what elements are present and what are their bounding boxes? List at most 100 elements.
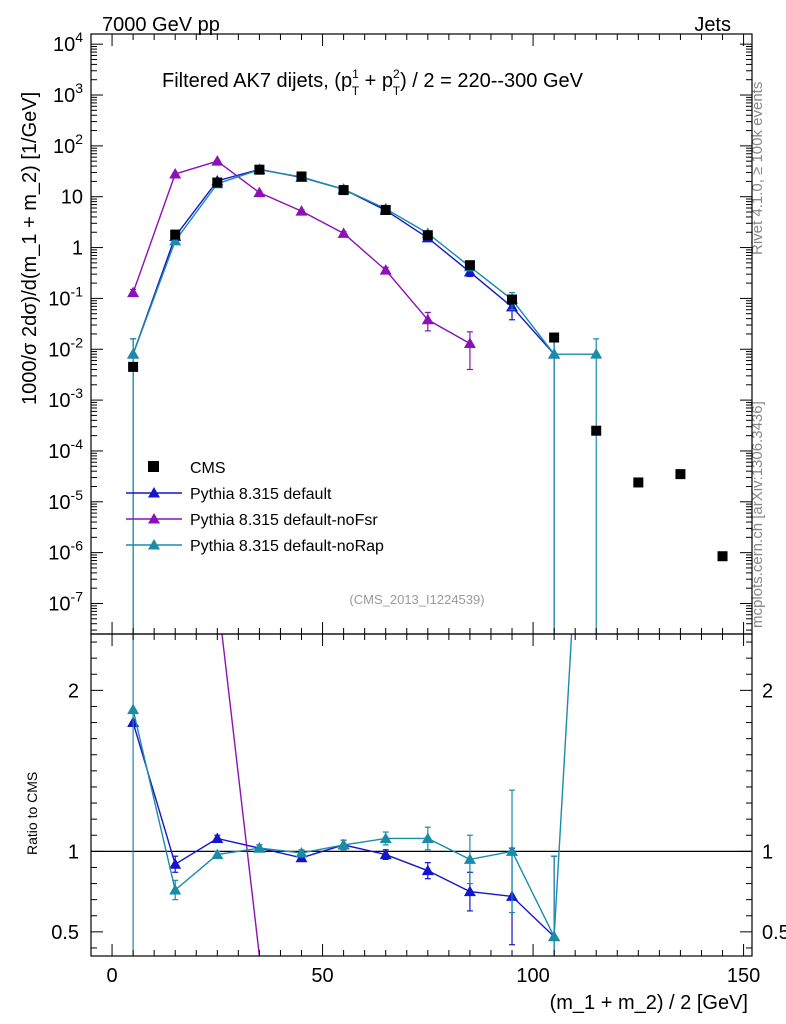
cms-point [296,171,307,182]
y-tick-label: 10-2 [48,334,83,361]
y-tick-label: 10-1 [48,283,83,310]
series-2-line [132,160,471,345]
ratio-series-3-point [379,832,392,843]
ratio-series-3-line [132,634,573,940]
legend-label: CMS [190,460,226,477]
x-tick-label: 50 [311,965,333,987]
ratio-y-tick-label: 0.5 [51,922,79,944]
energy-label: 7000 GeV pp [102,14,220,36]
series-1-line [132,168,555,355]
series-2-point [253,186,266,198]
series-2-point [127,286,140,298]
cms-point [212,177,223,188]
title-start: Filtered AK7 dijets, (p [162,70,352,92]
legend-label: Pythia 8.315 default [190,486,332,503]
ratio-series-3-point [463,853,476,864]
y-axis-title-main: 1000/σ 2dσ)/d(m_1 + m_2) [1/GeV] [19,92,41,405]
ratio-y-tick-label-right: 0.5 [762,922,786,944]
x-axis-title: (m_1 + m_2) / 2 [GeV] [550,992,748,1014]
ratio-series-3-point [253,842,266,853]
title-tail: ) / 2 = 220--300 GeV [400,70,584,92]
x-tick-label: 100 [516,965,549,987]
analysis-id: (CMS_2013_I1224539) [349,592,484,607]
series-3-point [548,348,561,359]
title-sup1: 1 [352,67,359,81]
ratio-y-tick-label: 2 [68,680,79,702]
series-2-point [379,264,392,275]
cms-point [254,164,265,175]
x-tick-label: 150 [727,965,760,987]
axes-layer: 0 50 100 15010410310210110-110-210-310-410-… [48,29,786,987]
series-3-line [132,168,597,355]
cms-point [422,230,433,241]
ratio-panel [91,201,752,956]
y-tick-label: 10-3 [48,385,83,412]
cms-point [338,185,349,196]
ratio-series-3-point [421,832,434,843]
cms-point [507,294,518,305]
ratio-series-1-point [421,864,434,876]
legend-marker-2 [148,513,160,524]
ratio-series-1-line [132,722,555,938]
legend-marker-3 [148,539,160,550]
ratio-series-3-point [548,930,561,942]
series-2-point [211,155,224,166]
ratio-series-1-point [169,858,182,869]
ratio-y-tick-label-right: 2 [762,680,773,702]
cms-point [675,469,686,480]
legend-marker-1 [148,487,160,498]
legend-label: Pythia 8.315 default-noRap [190,538,384,555]
main-plot-area [127,155,728,634]
ratio-y-tick-label: 1 [68,841,79,863]
y-tick-label: 10-6 [48,538,83,565]
series-3-point [169,234,182,246]
legend-label: Pythia 8.315 default-noFsr [190,512,378,529]
series-2-point [337,227,350,238]
main-panel [127,155,728,634]
y-tick-label: 103 [53,80,83,107]
cms-point [591,425,602,436]
ratio-series-1-point [379,848,392,860]
series-2-point [421,313,434,325]
cms-point [717,551,728,562]
series-3-point [590,348,603,359]
ratio-plot-area [91,201,752,956]
ratio-series-2-line [221,634,261,956]
y-tick-label: 104 [53,29,83,56]
process-label: Jets [694,14,731,36]
cms-point [633,477,644,488]
title-mid: + p [359,70,393,92]
series-2-point [463,337,476,348]
cms-point [380,204,391,215]
ratio-y-tick-label-right: 1 [762,841,773,863]
ratio-series-3-point [295,846,308,858]
series-3-point [127,348,140,359]
ratio-series-1-point [211,832,224,843]
ratio-series-1-point [463,885,476,897]
series-2-point [169,167,182,179]
ratio-series-3-point [127,703,140,715]
y-axis-title-ratio: Ratio to CMS [24,772,40,855]
ratio-series-3-point [506,845,519,856]
y-tick-label: 10 [61,187,83,209]
title-sub1: T [352,84,360,98]
y-tick-label: 10-4 [48,436,83,463]
chart-title: Filtered AK7 dijets, (p1 T + p2 T) / 2 = 2… [162,67,584,98]
x-tick-label: 0 [106,965,117,987]
y-tick-label: 10-5 [48,487,83,514]
mcplots-label: mcplots.cern.ch [arXiv:1306.3436] [749,401,766,628]
y-tick-label: 1 [72,238,83,260]
y-tick-label: 102 [53,131,83,158]
y-tick-label: 10-7 [48,588,83,615]
series-2-point [295,205,308,216]
legend-marker-cms [148,461,159,472]
cms-point [464,260,475,271]
ratio-series-3-point [337,838,350,850]
ratio-frame [90,633,753,957]
cms-point [128,361,139,372]
rivet-label: Rivet 4.1.0, ≥ 100k events [749,82,766,255]
ratio-series-3-point [590,201,602,212]
title-sub2: T [393,84,401,98]
ratio-series-3-point [169,883,182,895]
